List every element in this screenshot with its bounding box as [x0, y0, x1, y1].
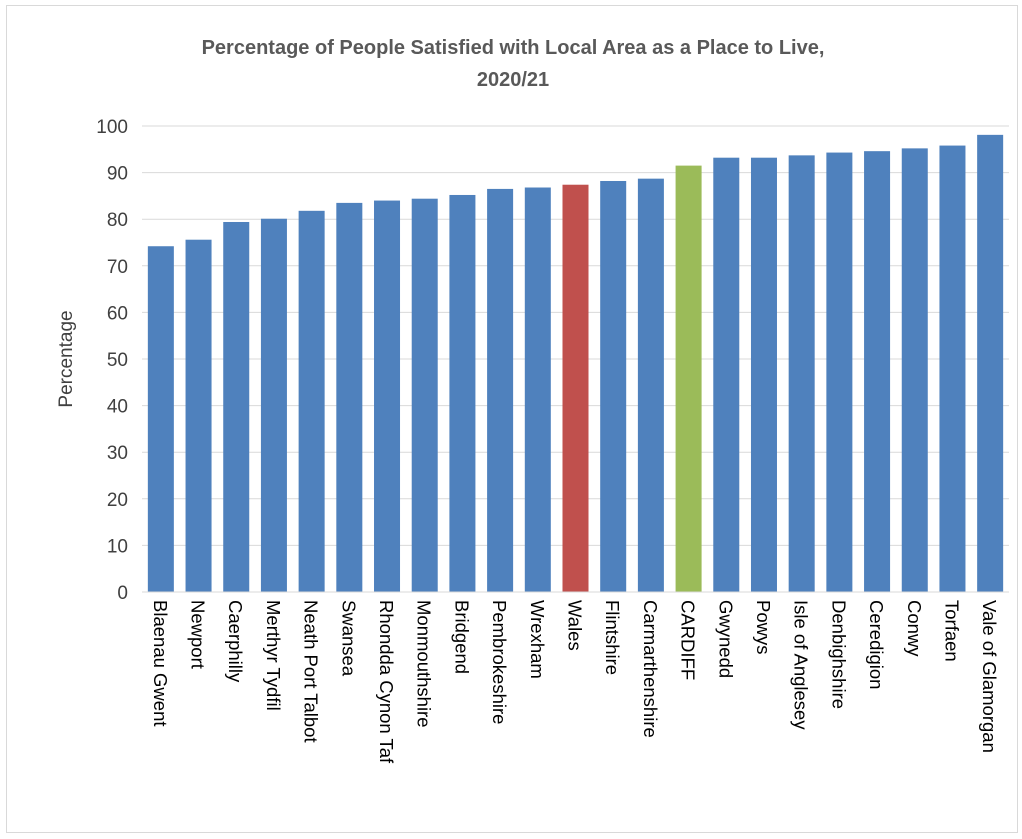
bar-blaenau-gwent: [147, 246, 174, 592]
bar-caerphilly: [223, 221, 250, 592]
y-tick-label: 30: [107, 443, 128, 464]
x-category-label: Neath Port Talbot: [301, 600, 322, 743]
x-category-label: Blaenau Gwent: [150, 600, 171, 727]
x-category-label: Rhondda Cynon Taf: [376, 600, 397, 764]
bar-neath-port-talbot: [298, 210, 325, 592]
bar-wrexham: [524, 187, 551, 592]
bar-flintshire: [600, 180, 627, 592]
bar-cardiff: [675, 165, 702, 593]
bars: [142, 134, 1009, 593]
x-category-label: Newport: [188, 600, 209, 669]
bar-powys: [750, 157, 777, 593]
bar-carmarthenshire: [637, 178, 664, 592]
bar-swansea: [336, 202, 363, 592]
bar-torfaen: [939, 145, 966, 592]
x-category-label: Bridgend: [451, 600, 472, 674]
chart-area: Percentage of People Satisfied with Loca…: [6, 5, 1018, 833]
bar-gwynedd: [713, 157, 740, 593]
x-category-label: Pembrokeshire: [489, 600, 510, 724]
y-tick-label: 60: [107, 303, 128, 324]
x-category-label: Denbighshire: [828, 600, 849, 709]
x-axis-labels: Blaenau Gwent Newport Caerphilly Merthyr Ty…: [150, 600, 1000, 764]
y-tick-label: 50: [107, 350, 128, 371]
bar-monmouthshire: [411, 198, 438, 593]
bar-vale-of-glamorgan: [977, 134, 1004, 592]
chart-title-line-2: 2020/21: [477, 69, 549, 91]
bar-denbighshire: [826, 152, 853, 592]
y-tick-label: 70: [107, 257, 128, 278]
y-tick-label: 100: [96, 117, 128, 138]
x-category-label: Torfaen: [941, 600, 962, 662]
y-axis-title: Percentage: [56, 310, 77, 407]
y-tick-label: 40: [107, 397, 128, 418]
x-category-label: Wales: [565, 600, 586, 651]
bar-bridgend: [449, 194, 476, 592]
y-tick-label: 80: [107, 210, 128, 231]
bar-ceredigion: [864, 151, 891, 592]
bar-newport: [185, 239, 212, 593]
x-category-label: Isle of Anglesey: [791, 600, 812, 730]
x-category-label: Carmarthenshire: [640, 600, 661, 738]
x-category-label: Powys: [753, 600, 774, 655]
bar-pembrokeshire: [487, 188, 514, 592]
x-category-label: Caerphilly: [225, 600, 246, 683]
x-category-label: CARDIFF: [678, 600, 699, 680]
x-category-label: Monmouthshire: [414, 600, 435, 728]
bar-merthyr-tydfil: [260, 218, 287, 592]
chart-title: Percentage of People Satisfied with Loca…: [202, 37, 825, 91]
x-category-label: Flintshire: [602, 600, 623, 675]
x-category-label: Ceredigion: [866, 600, 887, 689]
x-category-label: Gwynedd: [715, 600, 736, 678]
chart-title-line-1: Percentage of People Satisfied with Loca…: [202, 37, 825, 59]
y-tick-label: 0: [117, 583, 128, 604]
bar-rhondda-cynon-taf: [374, 200, 401, 592]
y-tick-label: 10: [107, 536, 128, 557]
bar-isle-of-anglesey: [788, 155, 815, 592]
x-category-label: Swansea: [338, 600, 359, 677]
bar-chart: Percentage of People Satisfied with Loca…: [56, 37, 1009, 764]
x-category-label: Conwy: [904, 600, 925, 657]
bar-wales: [562, 184, 589, 592]
y-tick-label: 90: [107, 164, 128, 185]
y-tick-label: 20: [107, 490, 128, 511]
bar-conwy: [901, 148, 928, 593]
x-category-label: Merthyr Tydfil: [263, 600, 284, 711]
x-category-label: Vale of Glamorgan: [979, 600, 1000, 753]
y-axis-ticks: 0 10 20 30 40 50 60 70 80 90 100: [96, 117, 128, 604]
x-category-label: Wrexham: [527, 600, 548, 679]
